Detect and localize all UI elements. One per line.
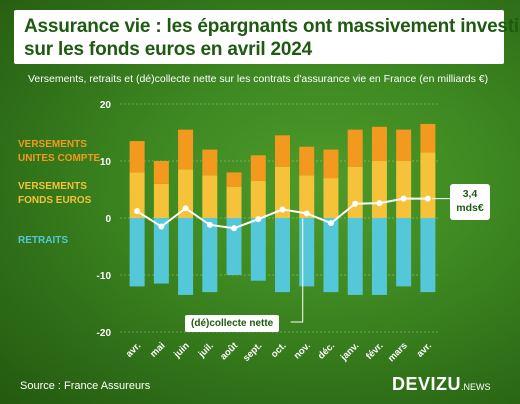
legend-uc-line-1: VERSEMENTS	[18, 139, 87, 150]
net-point-1	[158, 223, 165, 230]
brand-suffix: .NEWS	[461, 382, 491, 392]
net-point-11	[400, 195, 407, 202]
net-point-9	[352, 200, 359, 207]
net-point-0	[134, 208, 141, 215]
bar-retraits-0	[129, 218, 145, 287]
x-tick-label-1: mai	[148, 340, 167, 359]
y-tick-label-2: 0	[105, 214, 111, 225]
bar-uc-8	[323, 149, 339, 179]
x-tick-label-10: févr.	[364, 340, 386, 362]
x-tick-label-0: avr.	[124, 340, 143, 359]
brand-name: DEVIZU	[392, 374, 462, 394]
bar-retraits-11	[396, 218, 412, 287]
y-tick-label-3: -10	[97, 271, 112, 282]
legend-fe-line-1: VERSEMENTS	[18, 181, 87, 192]
net-point-5	[255, 216, 262, 223]
x-tick-label-5: sept.	[241, 340, 264, 363]
bar-fonds-euros-8	[323, 178, 339, 218]
net-point-8	[327, 220, 334, 227]
net-point-6	[279, 206, 286, 213]
net-point-2	[182, 205, 189, 212]
net-label-connector	[290, 218, 304, 323]
last-value-callout: 3,4 mds€	[450, 184, 490, 220]
bar-uc-9	[347, 129, 363, 167]
chart-title-line-1: Assurance vie : les épargnants ont massi…	[24, 16, 520, 37]
bar-fonds-euros-6	[275, 166, 290, 218]
bar-retraits-8	[323, 218, 339, 293]
bar-fonds-euros-7	[299, 175, 315, 218]
bar-uc-2	[178, 129, 194, 170]
bar-retraits-5	[250, 218, 266, 281]
legend-retraits: RETRAITS	[18, 235, 68, 246]
chart-title-line-2: sur les fonds euros en avril 2024	[24, 39, 313, 60]
legend-fonds-euros: VERSEMENTS FONDS EUROS	[18, 180, 91, 208]
y-tick-label-0: 20	[100, 100, 112, 111]
bar-uc-7	[299, 146, 315, 176]
bar-retraits-7	[299, 218, 315, 287]
x-tick-label-11: mars	[386, 340, 410, 364]
bar-fonds-euros-11	[396, 161, 412, 218]
y-tick-label-4: -20	[97, 328, 112, 339]
bar-fonds-euros-1	[153, 183, 169, 218]
bar-uc-10	[371, 126, 387, 161]
bar-uc-6	[275, 135, 290, 167]
net-point-7	[303, 210, 310, 217]
net-point-10	[376, 200, 383, 207]
x-tick-label-12: avr.	[415, 340, 434, 359]
y-tick-label-1: 10	[100, 157, 112, 168]
source-note: Source : France Assureurs	[20, 380, 151, 392]
brand-logo: DEVIZU.NEWS	[392, 374, 491, 395]
bar-retraits-6	[275, 218, 290, 293]
last-value-unit: mds€	[456, 202, 484, 214]
x-tick-label-7: nov.	[292, 340, 313, 361]
bar-fonds-euros-5	[250, 180, 266, 218]
net-collection-label: (dé)collecte nette	[185, 315, 280, 332]
x-tick-label-8: déc.	[316, 340, 337, 361]
chart-subtitle: Versements, retraits et (dé)collecte net…	[28, 73, 489, 85]
bar-retraits-3	[202, 218, 218, 293]
bar-fonds-euros-2	[178, 169, 194, 218]
bar-retraits-1	[153, 218, 169, 284]
bar-fonds-euros-12	[420, 152, 436, 218]
bar-fonds-euros-0	[129, 172, 145, 218]
legend-fe-line-2: FONDS EUROS	[18, 195, 92, 206]
x-tick-label-4: août	[218, 340, 241, 363]
last-value-number: 3,4	[462, 188, 478, 200]
bar-retraits-2	[178, 218, 194, 295]
net-point-3	[206, 221, 213, 228]
x-tick-label-9: janv.	[338, 340, 361, 363]
bar-retraits-4	[226, 218, 242, 275]
bar-retraits-12	[420, 218, 436, 293]
x-tick-label-3: juil.	[196, 340, 216, 360]
net-point-4	[231, 225, 238, 232]
bar-uc-4	[226, 172, 242, 187]
legend-uc: VERSEMENTS UNITES COMPTE	[18, 138, 100, 166]
x-tick-label-2: juin	[171, 340, 192, 361]
bar-uc-12	[420, 123, 436, 153]
net-point-12	[424, 195, 431, 202]
bar-retraits-9	[347, 218, 363, 295]
bar-uc-11	[396, 129, 412, 161]
bar-fonds-euros-4	[226, 186, 242, 218]
bar-fonds-euros-9	[347, 166, 363, 218]
title-box: Assurance vie : les épargnants ont massi…	[14, 10, 519, 64]
bar-fonds-euros-3	[202, 175, 218, 218]
bar-uc-5	[250, 155, 266, 181]
bar-uc-1	[153, 161, 169, 184]
x-tick-label-6: oct.	[269, 340, 289, 360]
bar-retraits-10	[371, 218, 387, 295]
legend-uc-line-2: UNITES COMPTE	[18, 153, 101, 164]
bar-uc-0	[129, 141, 145, 173]
bar-fonds-euros-10	[371, 161, 387, 218]
bar-uc-3	[202, 149, 218, 176]
